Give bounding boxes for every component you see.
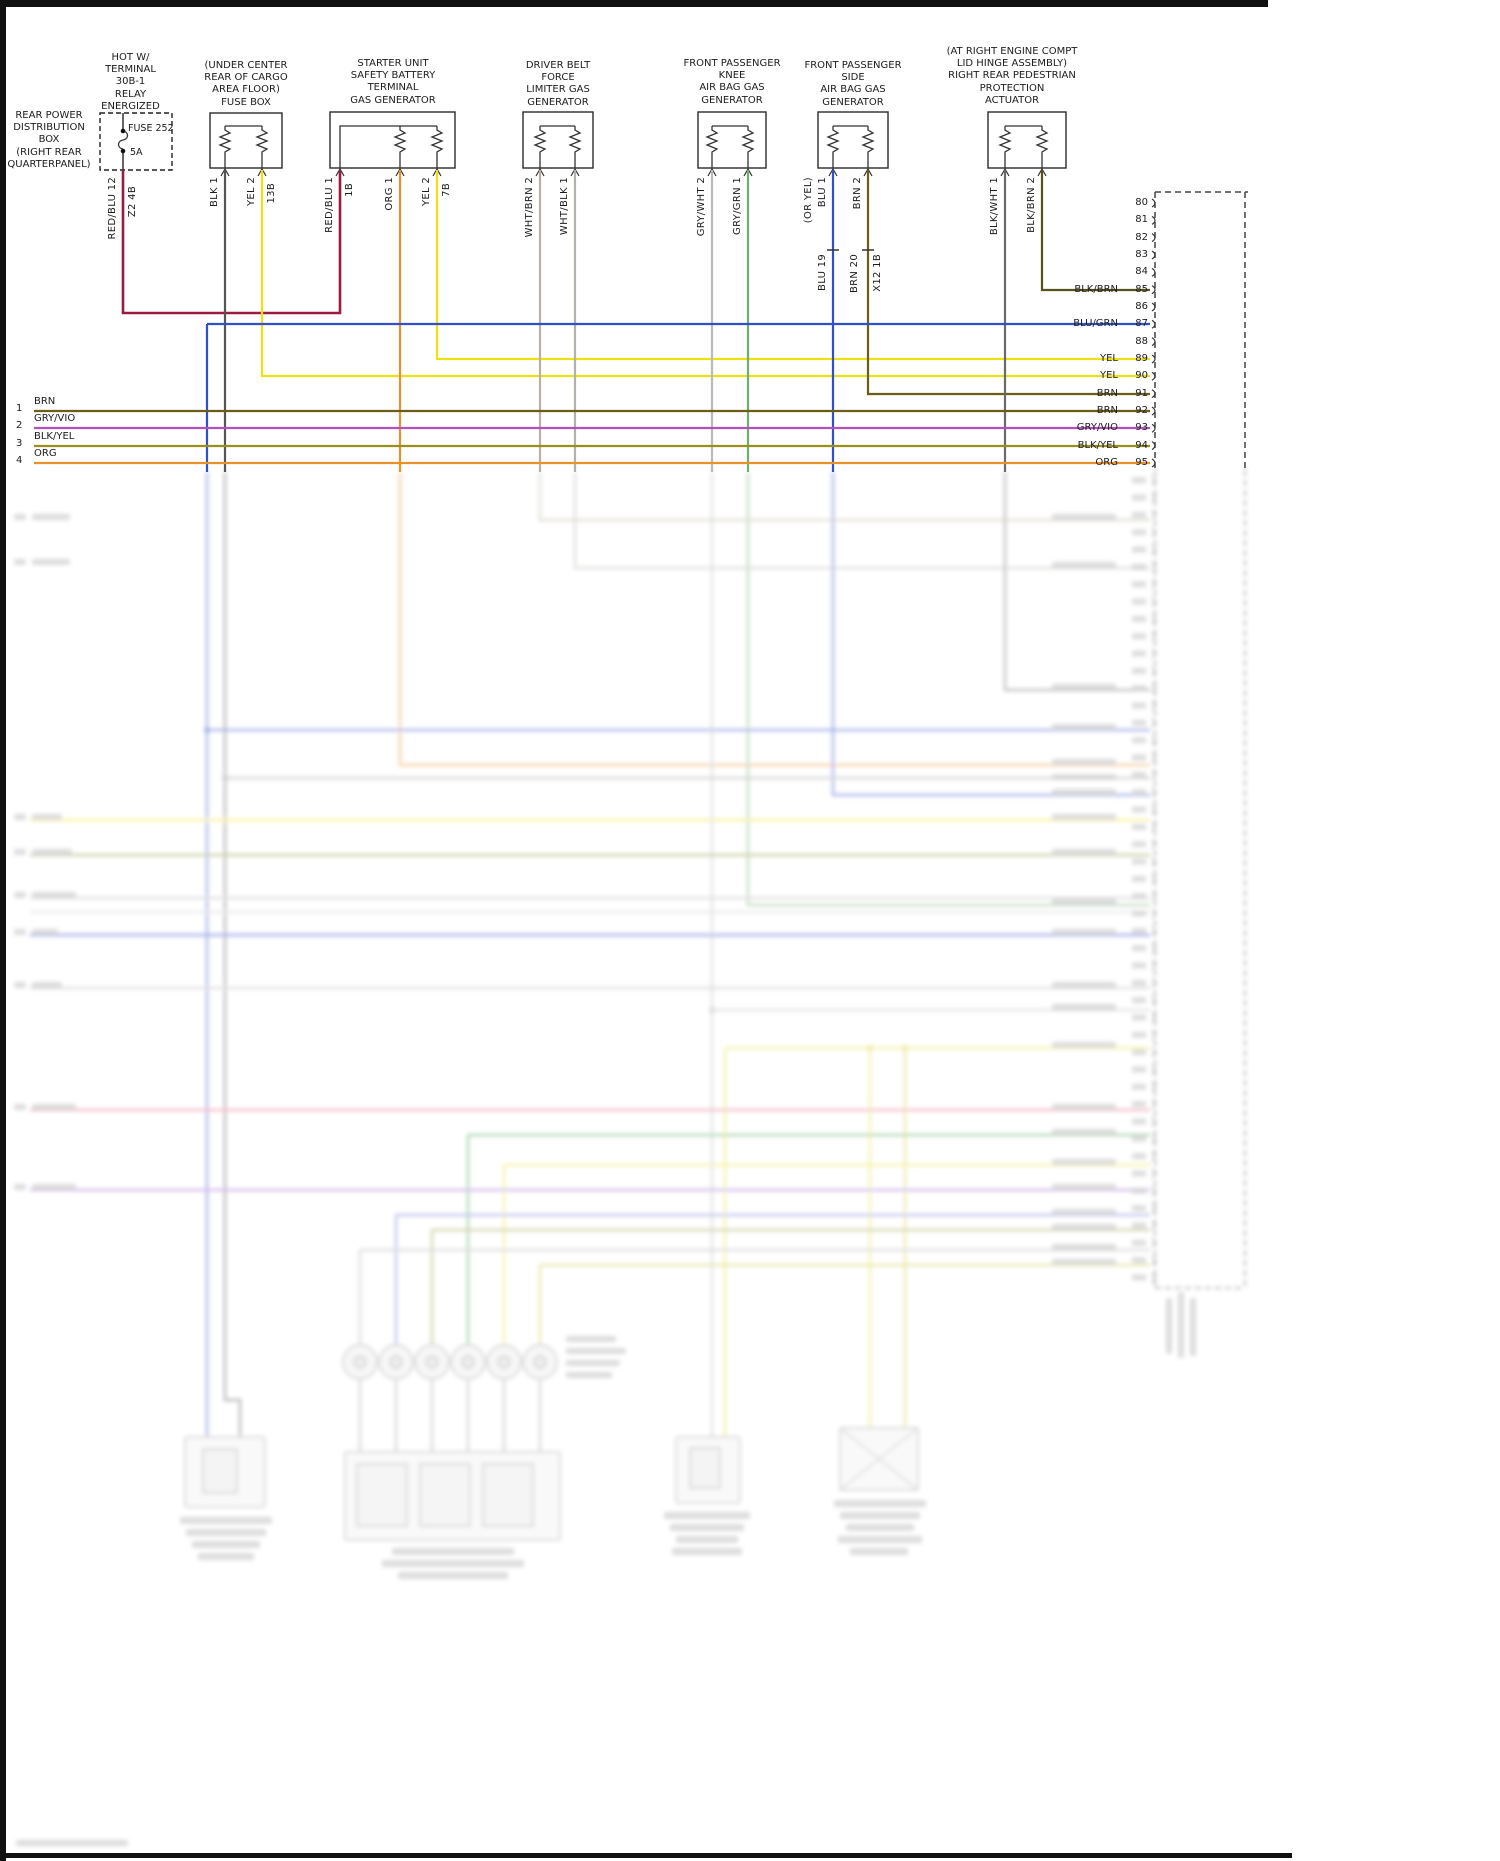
- right-connector-wire-label: BLK/BRN: [1074, 283, 1118, 295]
- right-connector-wire-label: BRN: [1096, 404, 1118, 416]
- wire-blk-brn: [1040, 170, 1150, 292]
- right-connector-pin-number: 89: [1135, 352, 1148, 364]
- squib-symbols: [218, 126, 1049, 168]
- wire-label-blk-1: BLK 1: [209, 177, 220, 208]
- right-connector-wire-label: YEL: [1100, 370, 1118, 382]
- right-connector-pin-number: 80: [1135, 197, 1148, 208]
- wire-yel-7b: [435, 170, 1150, 361]
- fuse-rating: 5A: [130, 147, 143, 158]
- frame-top: [0, 0, 1268, 7]
- right-connector-pin-number: 95: [1135, 456, 1148, 468]
- circuit-label-z2-4b: Z2 4B: [127, 186, 138, 218]
- wire-label-yel-2a: YEL 2: [246, 177, 257, 207]
- wire-label-blk-wht-1: BLK/WHT 1: [989, 177, 1000, 236]
- right-connector-pin-number: 83: [1135, 248, 1148, 260]
- fuse-terminal-dot-top: [120, 128, 126, 134]
- right-connector-pin-number: 93: [1135, 422, 1148, 434]
- wires-clear: [34, 170, 1150, 472]
- wire-blu-grn: [205, 322, 1150, 472]
- blur-veil: [6, 470, 1500, 1853]
- right-connector-wire-label: BLK/YEL: [1077, 439, 1118, 451]
- component-internal-links: [225, 125, 1042, 168]
- wire-label-blu-1: BLU 1: [817, 177, 828, 208]
- fuse-box-outline: [99, 112, 173, 171]
- wire-yel-13b: [260, 170, 1150, 378]
- left-pin-wire-label: BRN: [34, 396, 56, 407]
- wire-label-red-blu-12: RED/BLU 12: [107, 177, 118, 240]
- circuit-label-1b: 1B: [344, 183, 355, 197]
- terminal-arrows: [220, 167, 1047, 177]
- frame-left: [0, 0, 6, 1861]
- wire-red-blu: [121, 170, 342, 315]
- fuse-terminal-dot-bottom: [120, 148, 126, 154]
- left-pin-number: 4: [16, 455, 23, 466]
- wire-label-red-blu-1: RED/BLU 1: [324, 177, 335, 233]
- left-pin-number: 2: [16, 420, 23, 431]
- wire-label-wht-blk-1: WHT/BLK 1: [559, 177, 570, 236]
- right-connector-outline: [1154, 191, 1248, 470]
- left-pin-wire-label: BLK/YEL: [34, 431, 75, 442]
- right-connector-pin-number: 82: [1135, 231, 1148, 243]
- header-pedestrian-actuator: (AT RIGHT ENGINE COMPT LID HINGE ASSEMBL…: [946, 46, 1078, 106]
- x12-label-x12-1b: X12 1B: [872, 254, 883, 292]
- wire-label-blk-brn-2: BLK/BRN 2: [1026, 177, 1037, 233]
- right-connector-wire-label: GRY/VIO: [1076, 422, 1118, 434]
- right-connector-wire-label: BRN: [1096, 387, 1118, 399]
- header-hot-with: HOT W/ TERMINAL 30B-1 RELAY ENERGIZED: [101, 52, 160, 112]
- header-cargo-fuse-box: (UNDER CENTER REAR OF CARGO AREA FLOOR) …: [204, 60, 288, 108]
- x12-label-brn-20: BRN 20: [849, 254, 860, 293]
- right-connector-wire-label: BLU/GRN: [1073, 318, 1118, 330]
- wire-label-gry-grn-1: GRY/GRN 1: [732, 177, 743, 235]
- fuse-symbol: [117, 113, 129, 170]
- component-boxes: [209, 111, 1067, 169]
- wire-brn: [866, 170, 1150, 396]
- header-driver-belt: DRIVER BELT FORCE LIMITER GAS GENERATOR: [525, 60, 591, 108]
- x12-label-blu-19: BLU 19: [817, 254, 828, 291]
- right-connector-pin-number: 84: [1135, 266, 1148, 278]
- wire-label-org-1: ORG 1: [384, 177, 395, 211]
- right-connector-pin-number: 94: [1135, 439, 1148, 451]
- left-pin-number: 3: [16, 438, 23, 449]
- wire-label-gry-wht-2: GRY/WHT 2: [696, 177, 707, 237]
- header-knee-airbag: FRONT PASSENGER KNEE AIR BAG GAS GENERAT…: [683, 58, 781, 106]
- right-connector-pin-number: 88: [1135, 335, 1148, 347]
- wire-label-brn-2: BRN 2: [852, 177, 863, 210]
- left-pin-wire-label: ORG: [34, 448, 57, 459]
- left-pin-number: 1: [16, 403, 23, 414]
- circuit-label-7b: 7B: [441, 183, 452, 197]
- right-connector-wire-label: YEL: [1100, 352, 1118, 364]
- right-connector-wire-label: ORG: [1095, 456, 1118, 468]
- clear-upper-diagram: [0, 0, 1292, 1861]
- right-connector-pin-number: 90: [1135, 370, 1148, 382]
- header-starter-unit: STARTER UNIT SAFETY BATTERY TERMINAL GAS…: [350, 58, 436, 106]
- right-connector-pin-number: 92: [1135, 404, 1148, 416]
- circuit-label-13b: 13B: [266, 183, 277, 204]
- header-rear-power-box: REAR POWER DISTRIBUTION BOX (RIGHT REAR …: [7, 110, 91, 170]
- fuse-label: FUSE 252: [128, 123, 174, 134]
- left-pin-wire-label: GRY/VIO: [34, 413, 76, 424]
- wire-label-wht-brn-2: WHT/BRN 2: [524, 177, 535, 238]
- wire-label-yel-2b: YEL 2: [421, 177, 432, 207]
- wire-label-or-yel: (OR YEL): [803, 177, 814, 224]
- right-connector-pin-number: 81: [1135, 214, 1148, 226]
- right-connector-pin-number: 86: [1135, 300, 1148, 312]
- right-connector-pin-number: 91: [1135, 387, 1148, 399]
- right-connector-pin-marks: [1151, 198, 1156, 468]
- right-connector-pin-number: 85: [1135, 283, 1148, 295]
- frame-bottom: [0, 1853, 1292, 1858]
- header-side-airbag: FRONT PASSENGER SIDE AIR BAG GAS GENERAT…: [804, 60, 902, 108]
- right-connector-pin-number: 87: [1135, 318, 1148, 330]
